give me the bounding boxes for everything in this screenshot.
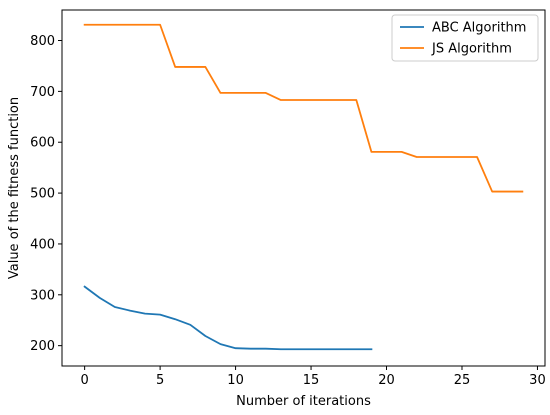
- x-tick-label: 10: [227, 373, 244, 388]
- x-tick-label: 25: [454, 373, 471, 388]
- y-tick-label: 700: [30, 85, 55, 100]
- y-tick-label: 600: [30, 136, 55, 151]
- y-axis-label: Value of the fitness function: [7, 97, 22, 279]
- y-tick-label: 500: [30, 187, 55, 202]
- y-tick-label: 300: [30, 288, 55, 303]
- ticks-layer: 0 5 10 15 20 25 30 200 300 400 500 600 700 800: [30, 34, 546, 388]
- legend-label-js: JS Algorithm: [431, 42, 512, 57]
- x-tick-label: 15: [303, 373, 320, 388]
- x-tick-label: 30: [529, 373, 546, 388]
- legend-box: [391, 14, 539, 62]
- x-tick-label: 0: [81, 373, 89, 388]
- x-axis-label: Number of iterations: [236, 394, 371, 409]
- y-tick-label: 800: [30, 34, 55, 49]
- plot-frame: [61, 9, 546, 367]
- y-tick-label: 400: [30, 237, 55, 252]
- x-tick-label: 20: [378, 373, 395, 388]
- series-layer: [83, 23, 524, 351]
- x-tick-label: 5: [156, 373, 164, 388]
- series-line-abc: [83, 285, 373, 351]
- legend: ABC Algorithm JS Algorithm: [391, 14, 539, 62]
- series-line-js: [83, 23, 524, 193]
- legend-label-abc: ABC Algorithm: [432, 21, 526, 36]
- y-tick-label: 200: [30, 339, 55, 354]
